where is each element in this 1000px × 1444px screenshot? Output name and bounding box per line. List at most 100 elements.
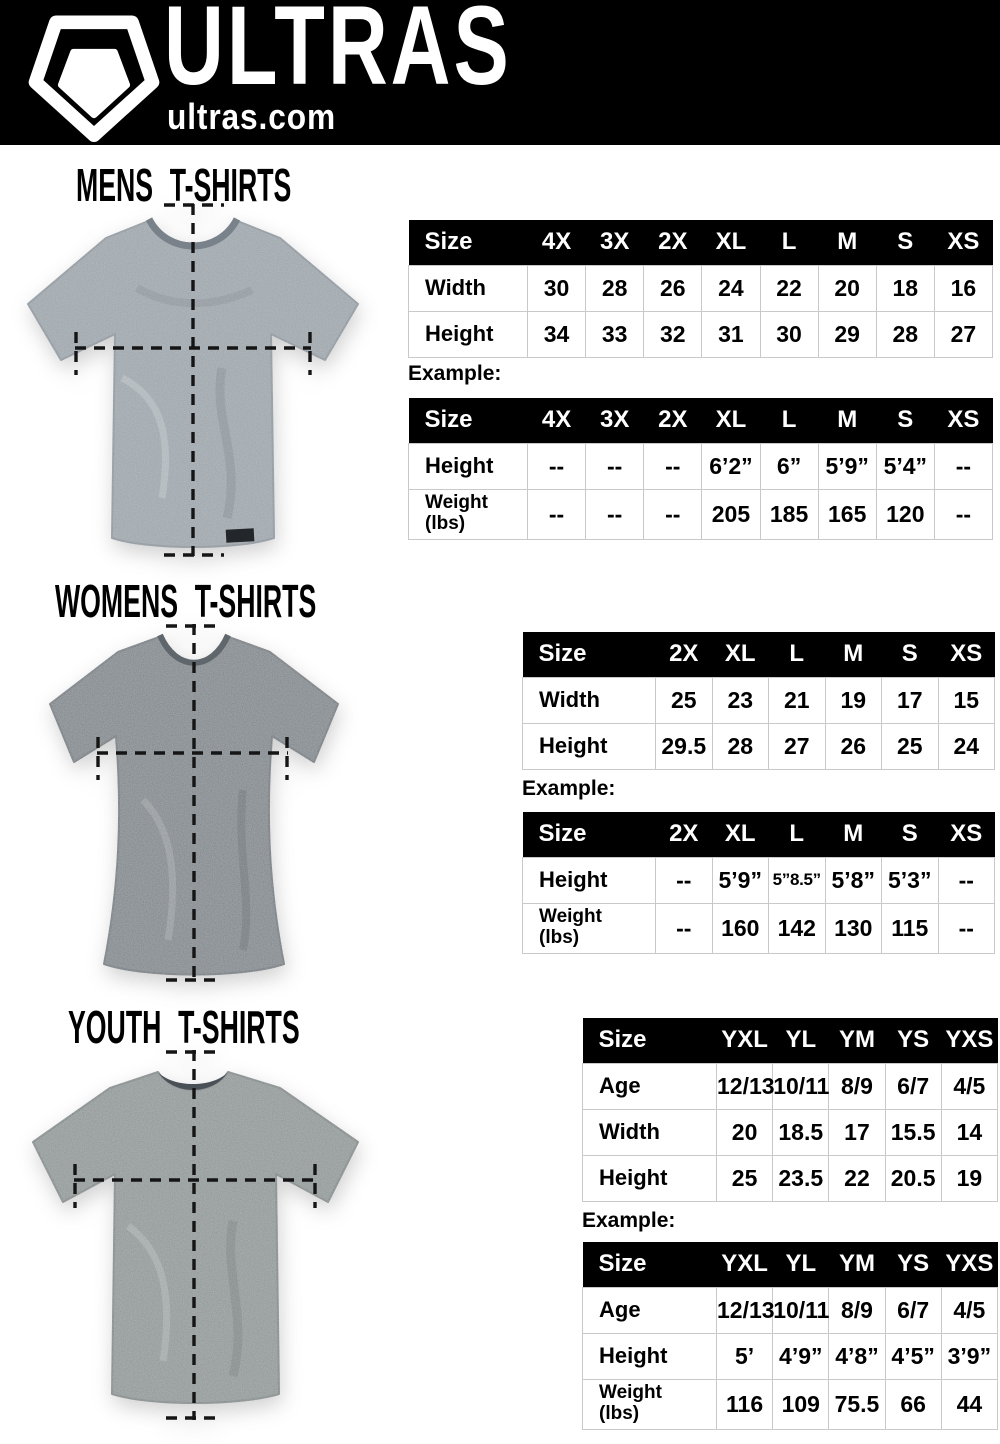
- col-header-size: Size: [598, 1250, 647, 1278]
- size-value: 26: [643, 264, 703, 312]
- measurement-lines: [96, 624, 289, 982]
- row-label: Age: [582, 1286, 717, 1334]
- size-value: 32: [643, 310, 703, 358]
- size-value: 120: [875, 488, 935, 540]
- site-url: ultras.com: [167, 96, 337, 137]
- size-value: 3’9”: [940, 1332, 999, 1380]
- size-value: --: [526, 442, 587, 490]
- col-header: XS: [947, 406, 980, 434]
- table-row: Height -- -- -- 6’2” 6” 5’9” 5’4” --: [408, 442, 994, 490]
- size-value: 12/13: [715, 1062, 775, 1110]
- size-value: --: [526, 488, 587, 540]
- size-value: 30: [759, 310, 819, 358]
- col-header: L: [781, 406, 797, 434]
- row-label: Height: [582, 1154, 717, 1202]
- row-label: Width: [522, 676, 656, 724]
- col-header: YXS: [945, 1250, 994, 1278]
- table-row: Weight (lbs) 116 109 75.5 66 44: [582, 1378, 999, 1430]
- size-value: 27: [933, 310, 994, 358]
- womens-tshirt-image: [49, 624, 339, 982]
- col-header: 4X: [541, 228, 572, 256]
- col-header: 3X: [600, 228, 630, 256]
- col-header: M: [843, 820, 864, 848]
- size-value: 21: [768, 676, 826, 724]
- col-header: XL: [724, 640, 756, 668]
- col-header-size: Size: [538, 640, 587, 668]
- size-value: 160: [711, 902, 769, 954]
- header-row: Size YXL YL YM YS YXS: [582, 1242, 998, 1287]
- col-header-size: Size: [424, 228, 473, 256]
- row-label: Width: [582, 1108, 717, 1156]
- size-value: 20: [715, 1108, 774, 1156]
- size-value: 20.5: [884, 1154, 942, 1202]
- table-row: Age 12/13 10/11 8/9 6/7 4/5: [582, 1286, 999, 1334]
- size-value: 6/7: [884, 1286, 942, 1334]
- col-header-size: Size: [538, 820, 587, 848]
- col-header: S: [901, 820, 918, 848]
- size-value: 15.5: [884, 1108, 942, 1156]
- col-header: YXS: [945, 1026, 994, 1054]
- size-value: 5”8.5”: [768, 856, 826, 904]
- size-value: 12/13: [715, 1286, 775, 1334]
- size-value: --: [655, 902, 713, 954]
- size-value: 26: [824, 722, 882, 770]
- size-value: --: [937, 856, 995, 904]
- size-value: 130: [824, 902, 882, 954]
- size-value: --: [585, 442, 645, 490]
- size-value: 25: [881, 722, 939, 770]
- size-value: 6’2”: [701, 442, 761, 490]
- row-label: Height: [522, 856, 656, 904]
- youth-size-table: Size YXL YL YM YS YXS Age 12/13 10/11 8/9 6/7 4/5 Wi…: [582, 1018, 999, 1202]
- col-header: XS: [950, 640, 983, 668]
- row-label: Weight (lbs): [582, 1378, 717, 1430]
- col-header: YS: [897, 1250, 930, 1278]
- womens-section-title: WOMENS T-SHIRTS: [55, 575, 317, 627]
- col-header: 2X: [669, 640, 699, 668]
- size-value: 6/7: [884, 1062, 942, 1110]
- size-value: 4/5: [940, 1286, 999, 1334]
- table-row: Weight (lbs) -- -- -- 205 185 165 120 --: [408, 488, 994, 540]
- size-value: 5’9”: [817, 442, 877, 490]
- size-value: 15: [937, 676, 995, 724]
- size-value: 142: [768, 902, 826, 954]
- size-value: 8/9: [828, 1286, 886, 1334]
- table-row: Width 30 28 26 24 22 20 18 16: [408, 264, 994, 312]
- size-value: 5’8”: [824, 856, 882, 904]
- youth-example-label: Example:: [582, 1209, 676, 1232]
- womens-example-table: Size 2X XL L M S XS Height -- 5’9” 5”8.5” 5’8” 5’3” -…: [522, 812, 995, 954]
- size-value: 16: [933, 264, 994, 312]
- size-value: 109: [772, 1378, 830, 1430]
- size-value: 17: [828, 1108, 886, 1156]
- size-value: 10/11: [772, 1062, 829, 1110]
- col-header: XL: [715, 406, 747, 434]
- size-value: 165: [817, 488, 877, 540]
- size-value: 28: [711, 722, 769, 770]
- size-value: 29: [817, 310, 877, 358]
- womens-example-label: Example:: [522, 777, 616, 800]
- size-value: 29.5: [655, 722, 713, 770]
- row-label: Weight (lbs): [408, 488, 528, 540]
- womens-size-table: Size 2X XL L M S XS Width 25 23 21 19 17 15 Height 29.5…: [522, 632, 995, 770]
- mens-example-table: Size 4X 3X 2X XL L M S XS Height -- -- -- 6’2” 6” 5’9” 5…: [408, 398, 994, 540]
- size-value: 22: [828, 1154, 886, 1202]
- table-row: Height -- 5’9” 5”8.5” 5’8” 5’3” --: [522, 856, 995, 904]
- ultras-logo-icon: [28, 15, 160, 142]
- size-value: 27: [768, 722, 826, 770]
- measurement-lines: [73, 1050, 317, 1420]
- size-value: 20: [817, 264, 877, 312]
- youth-section-title: YOUTH T-SHIRTS: [68, 1001, 300, 1053]
- mens-section-title: MENS T-SHIRTS: [76, 159, 292, 211]
- col-header-size: Size: [424, 406, 473, 434]
- mens-example-label: Example:: [408, 362, 502, 385]
- row-label: Height: [408, 442, 528, 490]
- row-label: Weight (lbs): [522, 902, 656, 954]
- mens-tshirt-image: [27, 203, 359, 557]
- size-value: 75.5: [828, 1378, 886, 1430]
- size-value: 4’5”: [884, 1332, 942, 1380]
- size-value: 5’4”: [875, 442, 935, 490]
- col-header: M: [837, 406, 858, 434]
- size-value: 14: [940, 1108, 999, 1156]
